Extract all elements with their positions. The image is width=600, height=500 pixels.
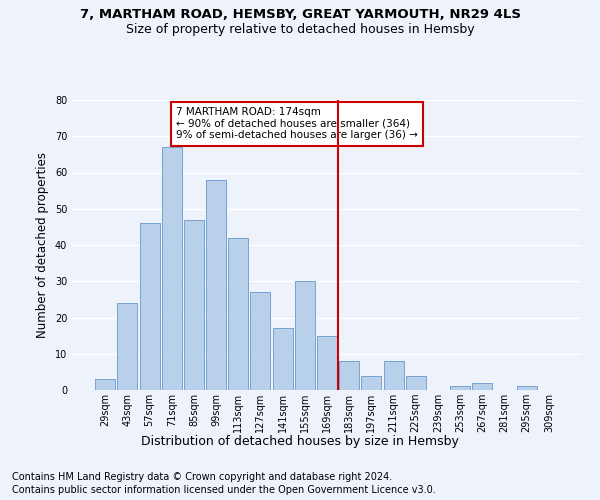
Text: Contains public sector information licensed under the Open Government Licence v3: Contains public sector information licen… — [12, 485, 436, 495]
Text: 7 MARTHAM ROAD: 174sqm
← 90% of detached houses are smaller (364)
9% of semi-det: 7 MARTHAM ROAD: 174sqm ← 90% of detached… — [176, 108, 418, 140]
Bar — [361, 376, 382, 390]
Text: Size of property relative to detached houses in Hemsby: Size of property relative to detached ho… — [125, 22, 475, 36]
Bar — [184, 220, 204, 390]
Bar — [517, 386, 536, 390]
Bar — [228, 238, 248, 390]
Bar — [250, 292, 271, 390]
Bar — [272, 328, 293, 390]
Bar — [383, 361, 404, 390]
Bar — [140, 223, 160, 390]
Bar — [339, 361, 359, 390]
Bar — [162, 147, 182, 390]
Text: Contains HM Land Registry data © Crown copyright and database right 2024.: Contains HM Land Registry data © Crown c… — [12, 472, 392, 482]
Bar — [118, 303, 137, 390]
Text: 7, MARTHAM ROAD, HEMSBY, GREAT YARMOUTH, NR29 4LS: 7, MARTHAM ROAD, HEMSBY, GREAT YARMOUTH,… — [79, 8, 521, 20]
Bar — [295, 281, 315, 390]
Y-axis label: Number of detached properties: Number of detached properties — [36, 152, 49, 338]
Bar — [406, 376, 426, 390]
Bar — [317, 336, 337, 390]
Bar — [450, 386, 470, 390]
Bar — [472, 383, 492, 390]
Bar — [206, 180, 226, 390]
Text: Distribution of detached houses by size in Hemsby: Distribution of detached houses by size … — [141, 435, 459, 448]
Bar — [95, 379, 115, 390]
